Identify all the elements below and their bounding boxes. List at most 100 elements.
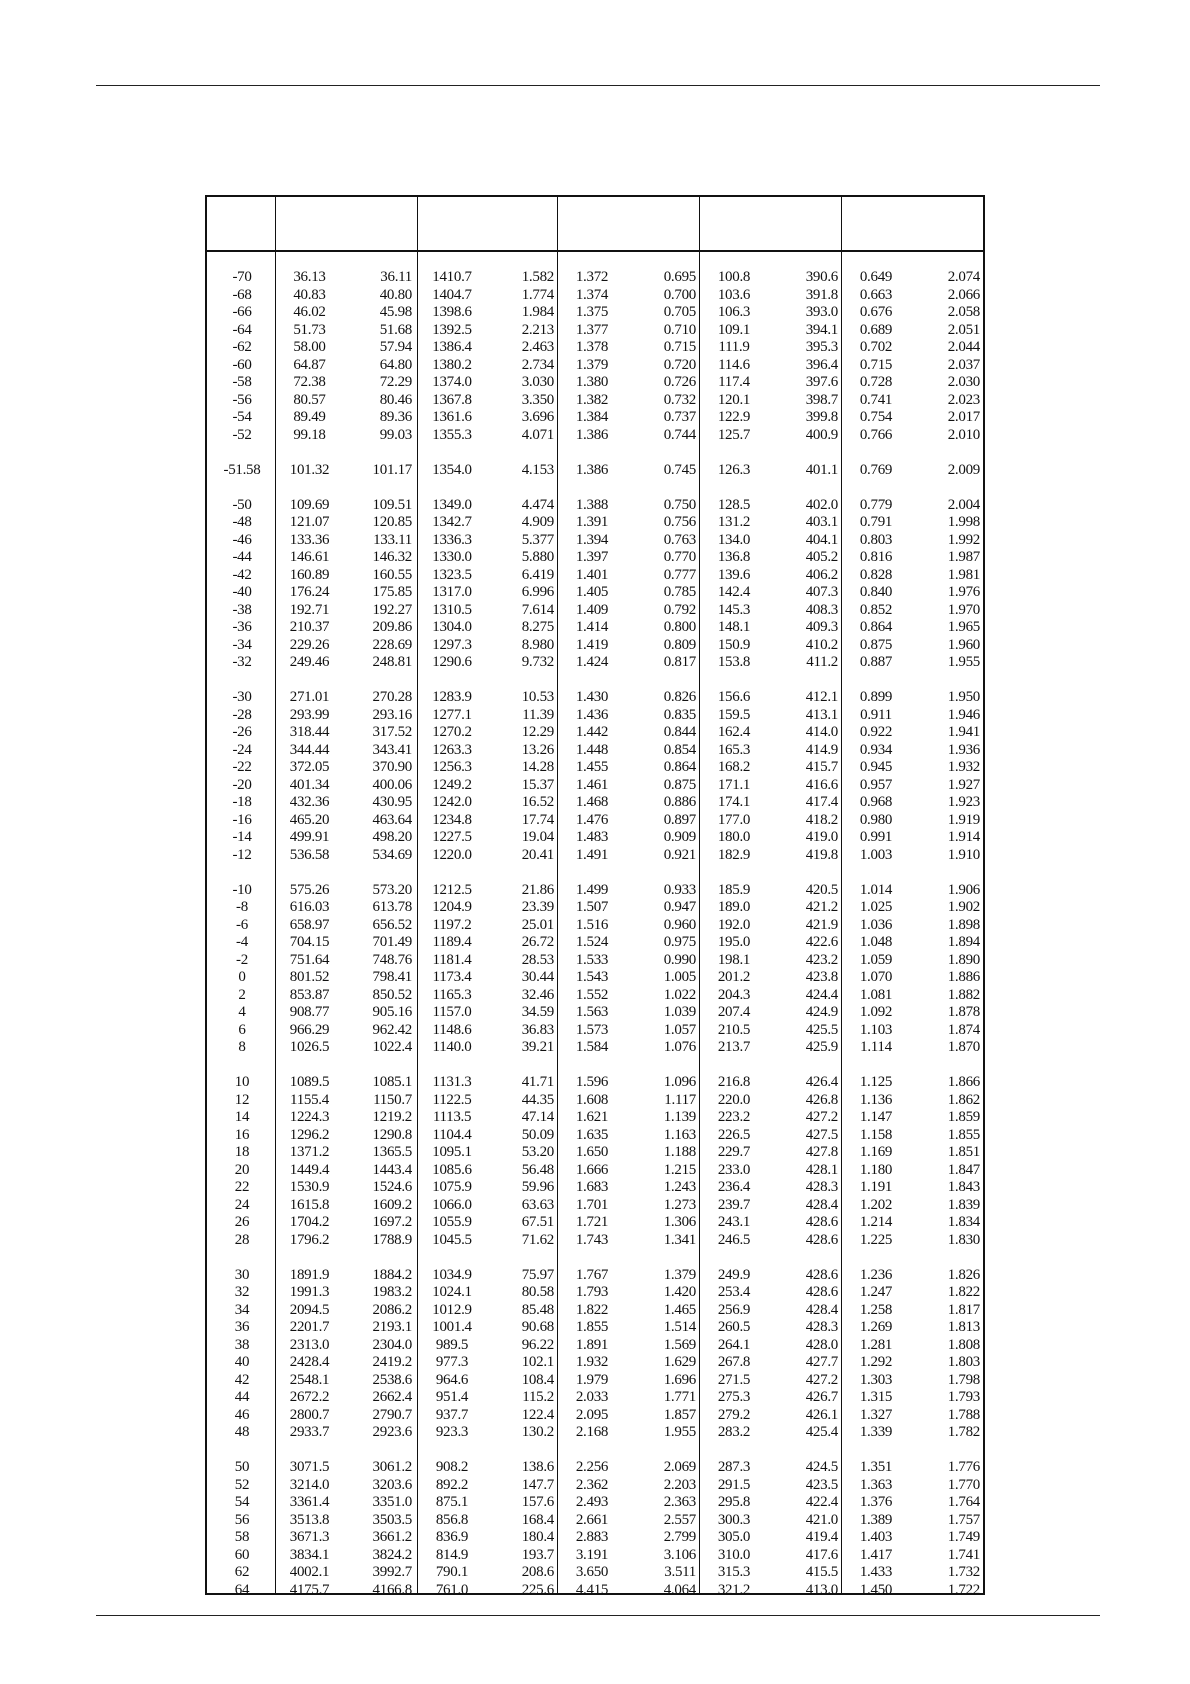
value-cell: 1296.2 xyxy=(289,1126,330,1143)
column-divider xyxy=(699,197,700,1593)
value-cell: 428.4 xyxy=(805,1301,839,1318)
value-cell: 1.483 xyxy=(575,829,609,845)
value-cell: 134.0 xyxy=(717,531,751,548)
value-cell: 390.6 xyxy=(805,269,839,285)
value-cell: 1.749 xyxy=(947,1529,981,1545)
value-cell: 1.327 xyxy=(859,1406,893,1423)
table-row: 60 3834.1 3824.2 814.9 193.7 3.191 3.106 310.0 4… xyxy=(207,1547,983,1565)
value-cell: 0.695 xyxy=(663,269,697,285)
value-cell: 1.776 xyxy=(947,1459,981,1475)
value-cell: 23.39 xyxy=(521,899,555,915)
column-divider xyxy=(417,197,418,1593)
value-cell: 90.68 xyxy=(521,1319,555,1335)
value-cell: 3.106 xyxy=(663,1546,697,1563)
value-cell: 318.44 xyxy=(289,724,330,740)
value-cell: 3.650 xyxy=(575,1564,609,1580)
value-cell: 295.8 xyxy=(717,1494,751,1510)
temperature-cell: 24 xyxy=(234,1196,250,1213)
value-cell: 4.474 xyxy=(521,496,555,513)
value-cell: 1983.2 xyxy=(372,1284,413,1300)
value-cell: 1.081 xyxy=(859,986,893,1003)
value-cell: 182.9 xyxy=(717,846,751,863)
value-cell: 4.153 xyxy=(521,461,555,478)
value-cell: 1.397 xyxy=(575,549,609,565)
value-cell: 1.830 xyxy=(947,1231,981,1248)
value-cell: 1361.6 xyxy=(432,409,472,425)
value-cell: 1.180 xyxy=(859,1161,893,1178)
value-cell: 1615.8 xyxy=(289,1196,330,1213)
value-cell: 1.374 xyxy=(575,286,609,303)
temperature-cell: 48 xyxy=(234,1424,250,1440)
value-cell: 1.822 xyxy=(575,1301,609,1318)
value-cell: 421.9 xyxy=(805,916,839,933)
value-cell: 1.409 xyxy=(575,601,609,618)
value-cell: 1.247 xyxy=(859,1284,893,1300)
value-cell: 1.382 xyxy=(575,391,609,408)
value-cell: 1404.7 xyxy=(432,286,472,303)
value-cell: 1.303 xyxy=(859,1371,893,1388)
value-cell: 1.372 xyxy=(575,269,609,285)
temperature-cell: -6 xyxy=(236,916,248,933)
value-cell: 412.1 xyxy=(805,689,839,705)
value-cell: 1.891 xyxy=(575,1336,609,1353)
value-cell: 1122.5 xyxy=(432,1091,472,1108)
value-cell: 34.59 xyxy=(521,1004,555,1020)
temperature-cell: -42 xyxy=(232,566,252,583)
value-cell: 413.0 xyxy=(805,1581,839,1598)
value-cell: 2.030 xyxy=(947,374,981,390)
temperature-cell: 2 xyxy=(238,986,246,1003)
value-cell: 428.1 xyxy=(805,1161,839,1178)
value-cell: 2304.0 xyxy=(372,1336,413,1353)
value-cell: 1449.4 xyxy=(289,1161,330,1178)
table-row: 42 2548.1 2538.6 964.6 108.4 1.979 1.696 271.5 4… xyxy=(207,1372,983,1390)
value-cell: 204.3 xyxy=(717,986,751,1003)
value-cell: 142.4 xyxy=(717,584,751,600)
value-cell: 1.851 xyxy=(947,1144,981,1160)
value-cell: 44.35 xyxy=(521,1091,555,1108)
value-cell: 20.41 xyxy=(521,846,555,863)
value-cell: 185.9 xyxy=(717,881,751,898)
value-cell: 128.5 xyxy=(717,496,751,513)
value-cell: 147.7 xyxy=(521,1476,555,1493)
table-row: -46 133.36 133.11 1336.3 5.377 1.394 0.763 134.… xyxy=(207,532,983,550)
value-cell: 223.2 xyxy=(717,1109,751,1125)
value-cell: 1.596 xyxy=(575,1074,609,1090)
temperature-cell: -60 xyxy=(232,356,252,373)
value-cell: 1.817 xyxy=(947,1301,981,1318)
value-cell: 1.450 xyxy=(859,1581,893,1598)
value-cell: 1.743 xyxy=(575,1231,609,1248)
value-cell: 293.16 xyxy=(372,706,413,723)
value-cell: 58.00 xyxy=(293,339,326,355)
value-cell: 4.064 xyxy=(663,1581,697,1598)
value-cell: 103.6 xyxy=(717,286,751,303)
value-cell: 1095.1 xyxy=(432,1144,472,1160)
value-cell: 160.55 xyxy=(372,566,413,583)
value-cell: 1173.4 xyxy=(432,969,472,985)
value-cell: 1290.6 xyxy=(432,654,472,670)
value-cell: 1.874 xyxy=(947,1021,981,1038)
temperature-cell: 38 xyxy=(234,1336,250,1353)
value-cell: 426.7 xyxy=(805,1389,839,1405)
value-cell: 1.960 xyxy=(947,636,981,653)
value-cell: 50.09 xyxy=(521,1126,555,1143)
value-cell: 264.1 xyxy=(717,1336,751,1353)
temperature-cell: -10 xyxy=(232,881,252,898)
value-cell: 30.44 xyxy=(521,969,555,985)
value-cell: 0.785 xyxy=(663,584,697,600)
temperature-cell: 12 xyxy=(234,1091,250,1108)
value-cell: 1.855 xyxy=(947,1126,981,1143)
table-row: 0 801.52 798.41 1173.4 30.44 1.543 1.005 201.2 4… xyxy=(207,969,983,987)
value-cell: 4.071 xyxy=(521,426,555,443)
value-cell: 4175.7 xyxy=(289,1581,330,1598)
value-cell: 1310.5 xyxy=(432,601,472,618)
value-cell: 2.557 xyxy=(663,1511,697,1528)
value-cell: 1.866 xyxy=(947,1074,981,1090)
value-cell: 1410.7 xyxy=(432,269,472,285)
value-cell: 3.191 xyxy=(575,1546,609,1563)
value-cell: 0.676 xyxy=(859,304,893,320)
value-cell: 1.932 xyxy=(947,759,981,775)
value-cell: 2.095 xyxy=(575,1406,609,1423)
temperature-cell: -46 xyxy=(232,531,252,548)
value-cell: 4002.1 xyxy=(289,1564,330,1580)
value-cell: 1.315 xyxy=(859,1389,893,1405)
